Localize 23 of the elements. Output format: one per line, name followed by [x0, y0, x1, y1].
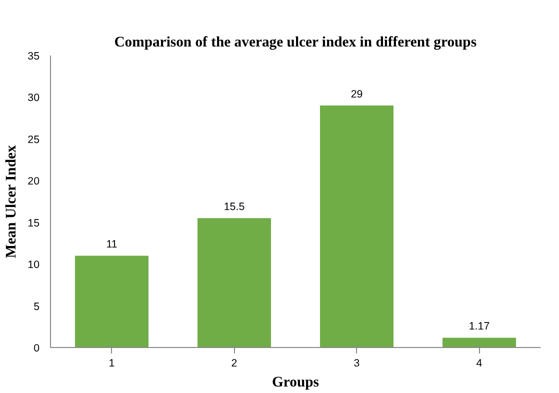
bar	[198, 218, 271, 348]
data-label: 1.17	[468, 320, 490, 333]
data-label: 15.5	[224, 201, 245, 214]
y-tick-label: 0	[34, 342, 40, 354]
data-label: 29	[350, 88, 363, 101]
y-tick-label: 25	[28, 134, 40, 146]
y-axis-title: Mean Ulcer Index	[4, 144, 20, 258]
y-tick-label: 30	[28, 92, 40, 104]
x-tick-label: 2	[231, 358, 238, 370]
data-label: 11	[106, 238, 118, 251]
y-tick-label: 35	[28, 50, 40, 62]
x-tick-label: 4	[476, 358, 482, 370]
y-tick-label: 10	[28, 259, 40, 272]
x-tick-label: 3	[354, 358, 360, 370]
y-tick-label: 20	[28, 176, 40, 188]
y-tick-label: 5	[34, 300, 40, 313]
x-tick-label: 1	[108, 358, 115, 370]
chart-title: Comparison of the average ulcer index in different groups	[114, 34, 477, 50]
y-tick-label: 15	[28, 217, 40, 230]
bar	[442, 338, 516, 348]
x-axis-title: Groups	[272, 374, 320, 390]
bar	[75, 256, 148, 348]
bar	[320, 106, 394, 348]
